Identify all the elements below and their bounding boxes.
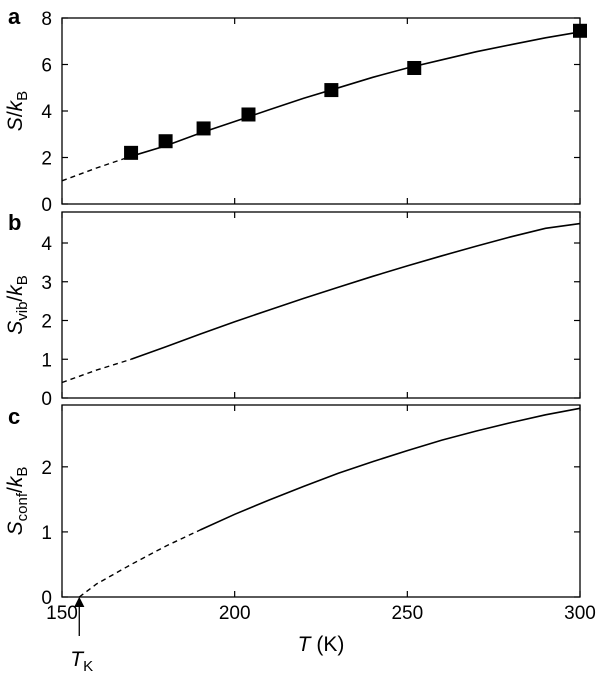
tk-label: TK [70, 648, 93, 673]
panel-b-y-tick-label: 3 [41, 273, 52, 294]
panel-b-plot-frame [61, 211, 581, 399]
x-tick-label: 300 [564, 603, 596, 624]
panel-b-y-axis-label: Svib/kB [4, 275, 31, 335]
x-tick-label: 250 [391, 603, 423, 624]
panel-c-y-tick-label: 1 [41, 523, 52, 544]
panel-a-y-axis: 0 2 4 6 8 [41, 9, 581, 216]
kauzmann-temperature-annotation: TK [70, 596, 93, 675]
panel-c-plot-frame [61, 404, 581, 598]
panel-b-y-tick-label: 1 [41, 350, 52, 371]
panel-c-y-axis: 0 1 2 [41, 458, 580, 609]
panel-b-y-tick-label: 4 [41, 234, 52, 255]
panel-a-y-tick-label: 8 [41, 9, 52, 30]
panel-a-data-marker [158, 134, 173, 149]
panel-c-letter: c [8, 404, 20, 429]
panel-c-series-group [78, 407, 581, 598]
panel-b-y-tick-label: 2 [41, 312, 52, 333]
panel-b-dashed-curve [61, 358, 132, 384]
panel-a-data-marker [124, 145, 139, 160]
panel-a-y-tick-label: 0 [41, 195, 52, 216]
panel-b: b 0 1 2 3 4 Svib/kB [4, 210, 581, 410]
panel-a: a 0 2 4 6 8 S/kB [4, 4, 587, 216]
panel-a-dashed-curve [61, 155, 132, 182]
panel-a-solid-curve [130, 31, 581, 158]
panel-a-data-marker [241, 107, 256, 122]
panel-c: c 0 1 2 150 200 250 300 Sconf/kB T (K) TK [4, 404, 596, 675]
x-tick-label: 200 [219, 603, 251, 624]
panel-b-y-tick-label: 0 [41, 389, 52, 410]
x-axis-label: T (K) [298, 633, 345, 656]
panel-b-solid-curve [130, 222, 581, 361]
panel-a-y-tick-label: 4 [41, 102, 52, 123]
panel-b-y-axis: 0 1 2 3 4 [41, 212, 581, 410]
panel-a-y-axis-label: S/kB [4, 91, 31, 131]
panel-a-data-marker [324, 83, 339, 98]
x-tick-label: 150 [46, 603, 78, 624]
panel-c-y-tick-label: 0 [41, 588, 52, 609]
panel-a-y-tick-label: 6 [41, 56, 52, 77]
panel-a-data-marker [196, 121, 211, 136]
panel-a-y-tick-label: 2 [41, 149, 52, 170]
panel-a-series-group [61, 23, 587, 182]
panel-a-data-marker [407, 60, 422, 75]
panel-a-letter: a [8, 4, 21, 29]
panel-c-solid-curve [199, 407, 581, 531]
panel-c-y-tick-label: 2 [41, 458, 52, 479]
panel-c-dashed-curve [78, 529, 201, 598]
panel-c-y-axis-label: Sconf/kB [4, 467, 31, 536]
panel-b-series-group [61, 222, 581, 384]
panel-c-x-axis: 150 200 250 300 [46, 405, 596, 624]
panel-a-data-marker [573, 23, 587, 38]
panel-b-letter: b [8, 210, 21, 235]
